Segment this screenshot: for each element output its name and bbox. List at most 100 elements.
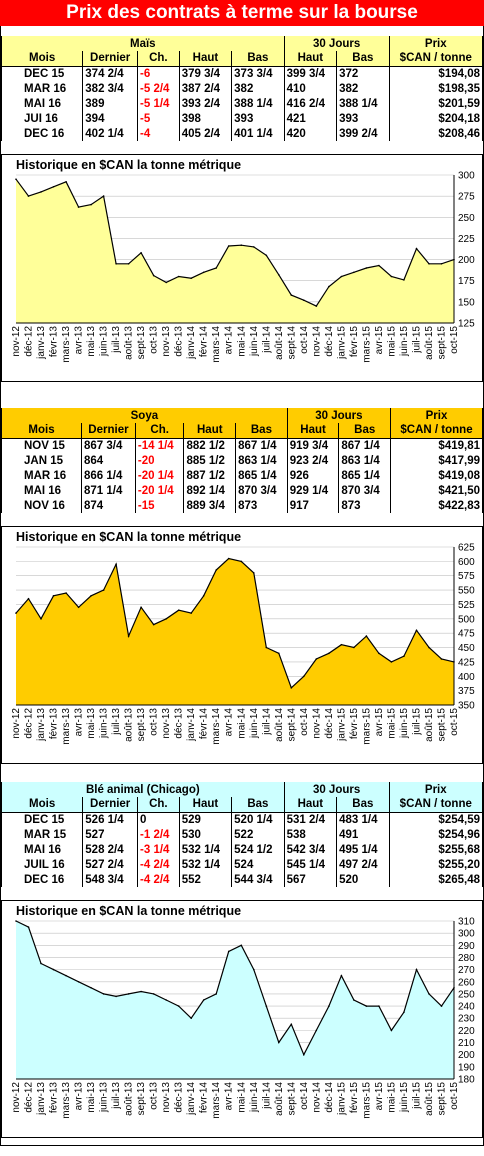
data-point [102, 195, 105, 197]
data-point [303, 675, 305, 678]
cell-month: MAI 16 [1, 483, 82, 498]
x-tick-label: févr-13 [49, 1082, 60, 1114]
x-tick-label: déc-13 [174, 326, 185, 357]
table-row: DEC 16 548 3/4 -4 2/4 552 544 3/4 567 520 $265,… [0, 872, 484, 887]
cell-low: 870 3/4 [235, 483, 288, 498]
data-point [90, 987, 92, 989]
x-tick-label: févr-14 [199, 1082, 210, 1114]
data-point [202, 595, 205, 597]
data-point [102, 589, 105, 591]
cell-change: -4 2/4 [137, 872, 180, 887]
x-tick-label: mai-15 [386, 1082, 397, 1113]
data-point [202, 271, 205, 274]
series-line [15, 920, 455, 1057]
data-point [127, 263, 130, 265]
data-point [290, 687, 293, 689]
data-point [90, 595, 92, 597]
x-tick-label: févr-15 [349, 1082, 360, 1114]
price-group-header: Prix [388, 36, 484, 51]
x-tick-label: oct-14 [299, 1082, 310, 1110]
mais-price-table: Maïs 30 Jours Prix Mois Dernier Ch. Haut… [0, 36, 484, 141]
col-header: $CAN / tonne [390, 423, 483, 438]
data-point [328, 1005, 330, 1007]
cell-price-cad: $254,96 [388, 827, 484, 842]
cell-last: 382 3/4 [82, 81, 139, 96]
x-tick-label: mars-15 [361, 708, 372, 745]
x-tick-label: nov-14 [311, 708, 322, 739]
cell-last: 548 3/4 [82, 872, 139, 887]
x-tick-label: août-13 [124, 326, 135, 360]
data-point [152, 993, 155, 995]
x-tick-label: oct-13 [149, 326, 160, 354]
cell-month: DEC 15 [0, 812, 84, 827]
cell-high: 530 [178, 827, 233, 842]
cell-30d-high: 567 [283, 872, 338, 887]
series-line [15, 557, 455, 689]
data-point [15, 178, 17, 180]
data-point [290, 294, 293, 296]
x-tick-label: janv-14 [186, 326, 197, 360]
cell-high: 892 1/4 [183, 483, 237, 498]
x-tick-label: avr-13 [74, 1082, 85, 1111]
x-tick-label: juil-13 [111, 708, 122, 736]
x-tick-label: août-15 [424, 708, 435, 742]
y-tick-label: 300 [458, 929, 475, 940]
cell-last: 374 2/4 [82, 66, 139, 81]
x-tick-label: janv-15 [336, 708, 347, 742]
data-point [165, 618, 167, 620]
data-point [240, 560, 243, 563]
data-point [315, 1029, 318, 1032]
ble-rows: DEC 15 526 1/4 0 529 520 1/4 531 2/4 483 1/4 $2… [0, 812, 484, 887]
data-point [115, 563, 117, 565]
page-title: Prix des contrats à terme sur la bourse [0, 0, 484, 26]
x-tick-label: août-13 [124, 1082, 135, 1116]
col-header: Bas [336, 51, 390, 66]
x-tick-label: mars-13 [61, 1082, 72, 1119]
cell-month: NOV 15 [1, 438, 82, 453]
cell-30d-low: 388 1/4 [336, 96, 390, 111]
cell-month: JAN 15 [1, 453, 82, 468]
data-point [403, 279, 405, 281]
x-tick-label: mai-14 [236, 1082, 247, 1113]
table-row: DEC 15 374 2/4 -6 379 3/4 373 3/4 399 3/4 372 $… [0, 66, 484, 81]
cell-change: -20 1/4 [134, 468, 185, 483]
cell-high: 552 [178, 872, 233, 887]
x-tick-label: déc-12 [24, 326, 35, 357]
x-tick-label: mars-14 [211, 1082, 222, 1119]
x-tick-label: juil-15 [411, 326, 422, 354]
data-point [227, 557, 230, 560]
x-tick-label: mars-14 [211, 708, 222, 745]
x-tick-label: juin-13 [99, 326, 110, 357]
x-tick-label: sept-15 [436, 326, 447, 360]
x-tick-label: janv-13 [36, 708, 47, 742]
data-point [127, 993, 130, 995]
x-tick-label: mars-13 [61, 708, 72, 745]
x-tick-label: oct-15 [449, 326, 460, 354]
data-point [140, 990, 142, 993]
cell-30d-high: 542 3/4 [283, 842, 338, 857]
cell-low: 873 [235, 498, 288, 513]
data-point [52, 186, 55, 188]
y-tick-label: 290 [458, 941, 475, 952]
y-tick-label: 475 [458, 629, 475, 640]
cell-price-cad: $419,81 [390, 438, 483, 453]
data-point [340, 275, 343, 278]
x-tick-label: juin-13 [99, 708, 110, 739]
cell-30d-low: 495 1/4 [336, 842, 390, 857]
cell-last: 866 1/4 [80, 468, 136, 483]
data-point [365, 267, 368, 269]
cell-30d-high: 531 2/4 [283, 812, 338, 827]
col-header: $CAN / tonne [388, 51, 484, 66]
data-point [278, 274, 280, 276]
table-row: JAN 15 864 -20 885 1/2 863 1/4 923 2/4 863 1/4… [1, 453, 483, 468]
y-tick-label: 200 [458, 1050, 475, 1061]
x-tick-label: mai-14 [236, 708, 247, 739]
data-point [77, 981, 80, 983]
data-point [77, 606, 80, 609]
cell-change: -1 2/4 [137, 827, 180, 842]
cell-last: 864 [80, 453, 136, 468]
data-point [52, 968, 55, 971]
data-point [340, 974, 343, 977]
data-point [265, 646, 268, 649]
cell-30d-low: 372 [336, 66, 390, 81]
